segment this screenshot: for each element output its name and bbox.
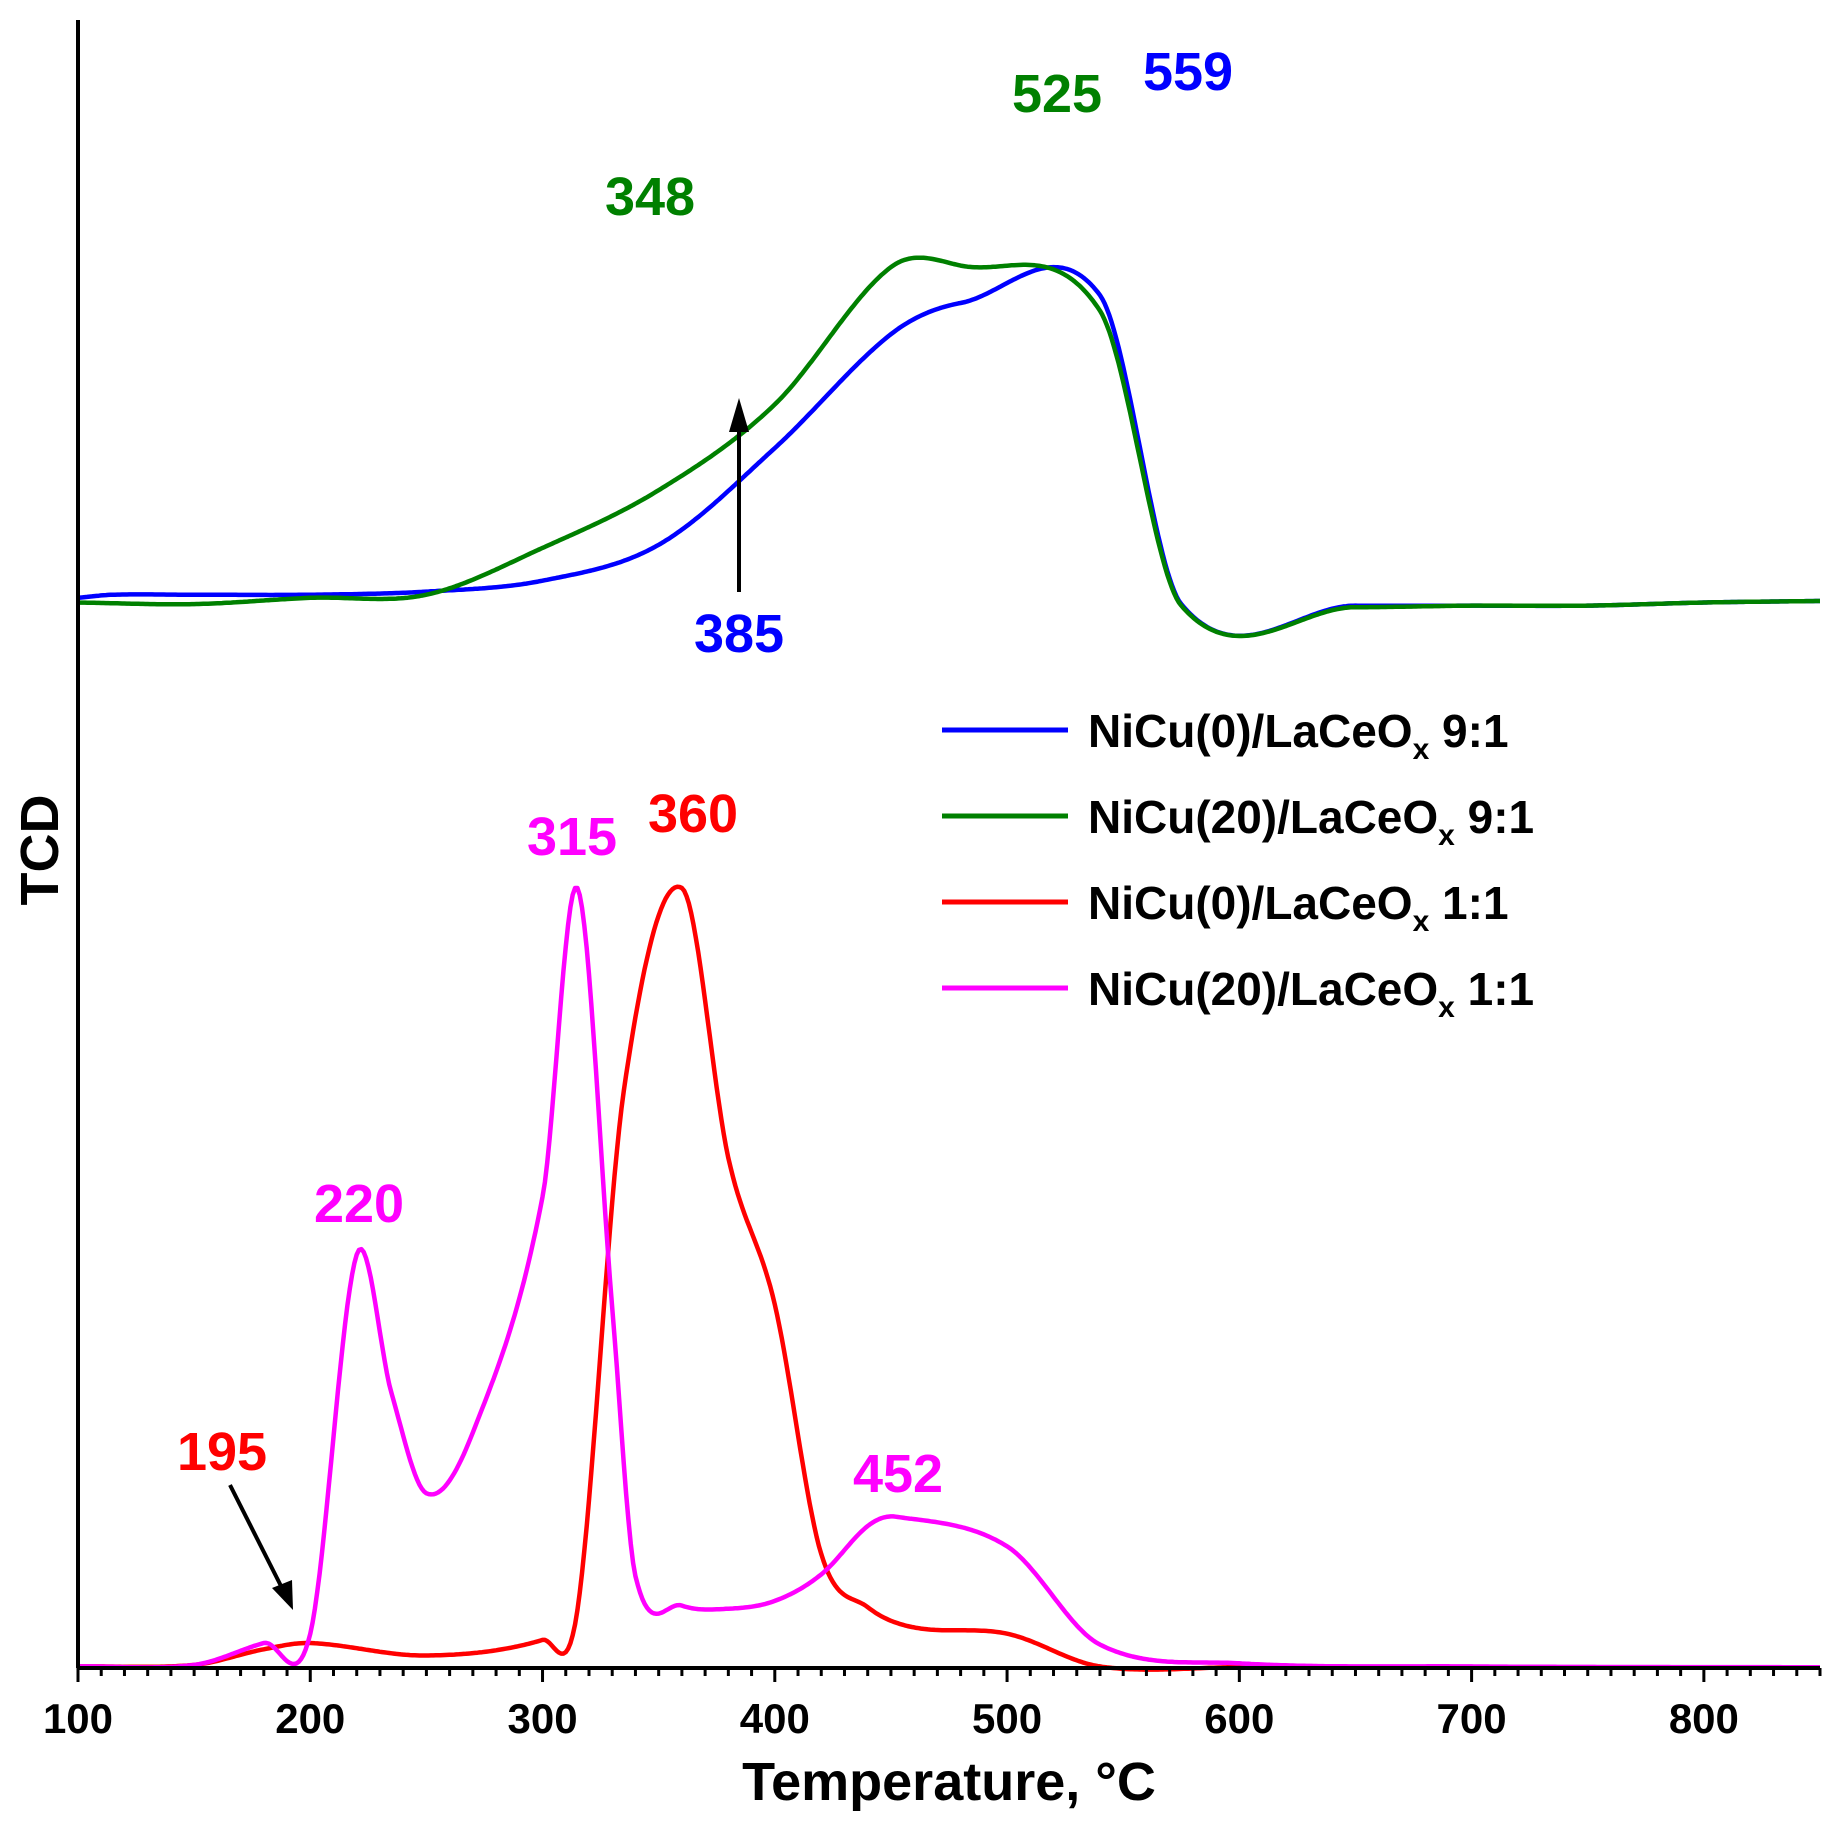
peak-label-315: 315: [527, 807, 617, 867]
series-line-4: [78, 885, 1820, 1670]
series-line-1: [77, 264, 1820, 639]
peak-label-525: 525: [1012, 64, 1102, 124]
peak-label-559: 559: [1143, 42, 1233, 102]
x-tick-label: 400: [740, 1695, 810, 1742]
x-axis-title: Temperature, °C: [742, 1752, 1156, 1812]
peak-label-360: 360: [648, 784, 738, 844]
series-line-3: [78, 884, 1820, 1672]
series-line-2: [77, 255, 1820, 639]
x-tick-label: 800: [1669, 1695, 1739, 1742]
axes: 100 200 300 400 500 600 700 800: [43, 20, 1822, 1742]
arrow-385-head: [729, 398, 749, 432]
x-tick-label: 100: [43, 1695, 113, 1742]
x-tick-label: 500: [972, 1695, 1042, 1742]
peak-label-452: 452: [853, 1444, 943, 1504]
plot-area: [77, 255, 1820, 1672]
peak-label-385: 385: [694, 604, 784, 664]
peak-label-195: 195: [177, 1422, 267, 1482]
legend: NiCu(0)/LaCeOx 9:1 NiCu(20)/LaCeOx 9:1 NiC…: [942, 705, 1534, 1024]
x-tick-label: 300: [507, 1695, 577, 1742]
x-tick-label: 600: [1204, 1695, 1274, 1742]
x-tick-label: 700: [1437, 1695, 1507, 1742]
legend-label-3: NiCu(0)/LaCeOx 1:1: [1088, 877, 1509, 938]
legend-label-4: NiCu(20)/LaCeOx 1:1: [1088, 963, 1534, 1024]
x-ticks: 100 200 300 400 500 600 700 800: [43, 1668, 1822, 1742]
arrow-195-head: [272, 1580, 293, 1610]
peak-label-220: 220: [314, 1174, 404, 1234]
legend-label-2: NiCu(20)/LaCeOx 9:1: [1088, 791, 1534, 852]
peak-label-348: 348: [605, 167, 695, 227]
peak-annotations: 559 525 348 385 360 315 220 195 452: [177, 42, 1233, 1610]
x-tick-label: 200: [275, 1695, 345, 1742]
legend-label-1: NiCu(0)/LaCeOx 9:1: [1088, 705, 1509, 766]
arrow-195-shaft: [228, 1484, 284, 1589]
y-axis-title: TCD: [10, 795, 70, 906]
